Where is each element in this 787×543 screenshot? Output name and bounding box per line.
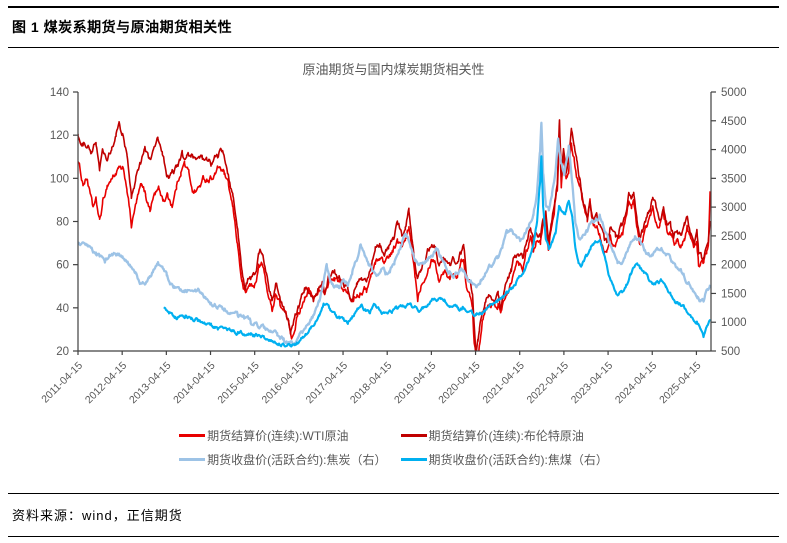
x-axis-tick-label: 2023-04-15 bbox=[569, 360, 616, 407]
legend-item-1: 期货结算价(连续):布伦特原油 bbox=[400, 427, 608, 444]
left-axis-tick-label: 40 bbox=[56, 303, 69, 315]
left-axis-tick-label: 120 bbox=[50, 130, 69, 142]
source-text: 资料来源：wind，正信期货 bbox=[12, 508, 183, 523]
chart-title: 原油期货与国内煤炭期货相关性 bbox=[302, 62, 485, 77]
x-axis-tick-label: 2014-04-15 bbox=[171, 360, 218, 407]
series-line-3 bbox=[163, 155, 711, 348]
left-axis-tick-label: 20 bbox=[56, 346, 69, 358]
right-axis-tick-label: 2000 bbox=[721, 260, 747, 272]
legend-label: 期货结算价(连续):布伦特原油 bbox=[428, 429, 584, 443]
x-axis-tick-label: 2015-04-15 bbox=[215, 360, 262, 407]
left-axis-tick-label: 80 bbox=[56, 217, 69, 229]
report-figure-page: { "figure": { "title": "图 1 煤炭系期货与原油期货相关… bbox=[0, 6, 787, 543]
legend-item-2: 期货收盘价(活跃合约):焦炭（右） bbox=[179, 451, 387, 468]
legend-line-marker bbox=[400, 434, 427, 437]
x-axis-tick-label: 2016-04-15 bbox=[260, 360, 307, 407]
series-line-2 bbox=[78, 121, 711, 347]
x-axis-tick-label: 2025-04-15 bbox=[657, 360, 704, 407]
x-axis-tick-label: 2021-04-15 bbox=[480, 360, 527, 407]
right-axis-tick-label: 500 bbox=[721, 346, 740, 358]
legend-line-marker bbox=[179, 458, 206, 461]
right-axis-tick-label: 3000 bbox=[721, 202, 747, 214]
x-axis-tick-label: 2013-04-15 bbox=[127, 360, 174, 407]
legend-label: 期货收盘价(活跃合约):焦煤（右） bbox=[428, 453, 608, 467]
legend-item-0: 期货结算价(连续):WTI原油 bbox=[179, 427, 386, 444]
left-axis-tick-label: 100 bbox=[50, 173, 69, 185]
x-axis-tick-label: 2011-04-15 bbox=[39, 360, 85, 406]
legend-line-marker bbox=[400, 458, 427, 461]
legend-label: 期货结算价(连续):WTI原油 bbox=[207, 429, 349, 443]
x-axis-tick-label: 2024-04-15 bbox=[613, 360, 660, 407]
legend-item-3: 期货收盘价(活跃合约):焦煤（右） bbox=[400, 451, 608, 468]
left-axis-tick-label: 140 bbox=[50, 87, 69, 99]
left-axis-tick-label: 60 bbox=[56, 260, 69, 272]
figure-footer: 资料来源：wind，正信期货 bbox=[8, 493, 779, 537]
right-axis-tick-label: 1000 bbox=[721, 317, 747, 329]
axes bbox=[73, 91, 716, 355]
legend-line-marker bbox=[179, 434, 206, 437]
x-axis-tick-label: 2018-04-15 bbox=[348, 360, 395, 407]
chart-legend: 期货结算价(连续):WTI原油 期货结算价(连续):布伦特原油期货收盘价(活跃合约… bbox=[0, 427, 787, 468]
right-axis-tick-label: 2500 bbox=[721, 231, 747, 243]
series-line-1 bbox=[78, 119, 711, 351]
x-axis-tick-label: 2017-04-15 bbox=[304, 360, 351, 407]
right-axis-tick-label: 1500 bbox=[721, 288, 747, 300]
right-axis-tick-label: 3500 bbox=[721, 173, 747, 185]
right-axis-tick-label: 5000 bbox=[721, 87, 747, 99]
figure-title: 图 1 煤炭系期货与原油期货相关性 bbox=[12, 19, 233, 35]
chart-plot-area: 20 40 60 80 100 120 140 500 1000 1500 2000 2500 3000… bbox=[0, 80, 787, 425]
right-axis-tick-label: 4500 bbox=[721, 116, 747, 128]
x-axis-tick-label: 2019-04-15 bbox=[392, 360, 439, 407]
line-chart: 20 40 60 80 100 120 140 500 1000 1500 2000 2500 3000… bbox=[39, 87, 747, 407]
right-axis-tick-label: 4000 bbox=[721, 145, 747, 157]
figure-header: 图 1 煤炭系期货与原油期货相关性 bbox=[8, 6, 779, 48]
x-axis-tick-label: 2012-04-15 bbox=[83, 360, 130, 407]
x-axis-tick-label: 2022-04-15 bbox=[525, 360, 572, 407]
x-axis-tick-label: 2020-04-15 bbox=[436, 360, 483, 407]
series-lines bbox=[78, 119, 711, 351]
legend-label: 期货收盘价(活跃合约):焦炭（右） bbox=[207, 453, 387, 467]
